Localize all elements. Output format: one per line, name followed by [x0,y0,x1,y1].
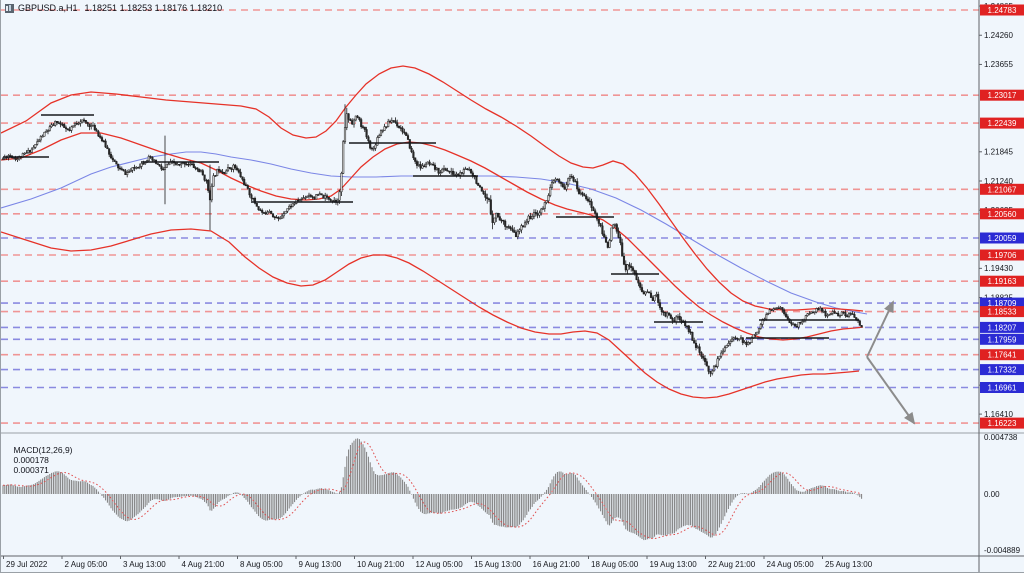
price-box-1.23017 [980,89,1024,101]
price-box-label: 1.18709 [988,299,1017,308]
time-tick-label: 9 Aug 13:00 [299,560,342,569]
macd-histogram [2,438,863,541]
price-box-label: 1.16961 [988,384,1017,393]
price-box-1.20059 [980,232,1024,244]
price-box-1.17959 [980,333,1024,345]
price-box-1.18207 [980,321,1024,333]
price-box-1.22439 [980,117,1024,129]
time-tick-label: 15 Aug 13:00 [474,560,522,569]
price-box-1.18533 [980,306,1024,318]
price-box-label: 1.21067 [988,185,1017,194]
candles-layer [1,104,863,377]
price-box-label: 1.17332 [988,366,1017,375]
time-tick-label: 24 Aug 05:00 [767,560,815,569]
time-tick-label: 10 Aug 21:00 [357,560,405,569]
price-box-1.21067 [980,183,1024,195]
projection-arrow-up[interactable] [866,300,894,358]
price-box-label: 1.19163 [988,277,1017,286]
price-box-label: 1.24783 [988,6,1017,15]
price-tick-label: 1.19430 [984,264,1013,273]
price-box-1.18709 [980,297,1024,309]
price-box-1.24783 [980,4,1024,16]
price-tick-label: 1.24260 [984,31,1013,40]
symbol-timeframe-label: GBPUSD.a,H1 [18,3,78,13]
price-box-1.19163 [980,275,1024,287]
time-tick-label: 18 Aug 05:00 [591,560,639,569]
macd-main-value: 0.000178 [13,455,49,465]
price-level-boxes: 1.24783 1.23017 1.22439 1.21067 1.20560 1.200… [980,4,1024,429]
price-box-1.16223 [980,417,1024,429]
macd-axis-label: 0.004738 [984,433,1018,442]
price-box-label: 1.16223 [988,419,1017,428]
price-box-label: 1.23017 [988,91,1017,100]
time-tick-label: 3 Aug 13:00 [123,560,166,569]
macd-axis-label: -0.004889 [984,546,1021,555]
time-tick-label: 25 Aug 13:00 [825,560,873,569]
price-box-label: 1.20560 [988,210,1017,219]
price-box-1.20560 [980,208,1024,220]
chart-title: GBPUSD.a,H1 1.18251 1.18253 1.18176 1.18… [5,3,222,13]
time-tick-label: 29 Jul 2022 [6,560,48,569]
time-tick-label: 22 Aug 21:00 [708,560,756,569]
bollinger-upper-line [1,65,864,312]
time-tick-label: 2 Aug 05:00 [65,560,108,569]
price-tick-label: 1.21240 [984,177,1013,186]
price-tick-label: 1.21845 [984,148,1013,157]
macd-signal-value: 0.000371 [13,465,49,475]
macd-indicator-label: MACD(12,26,9) 0.000178 0.000371 [4,435,73,485]
time-tick-label: 8 Aug 05:00 [240,560,283,569]
price-tick-label: 1.23655 [984,60,1013,69]
time-tick-label: 16 Aug 21:00 [533,560,581,569]
time-tick-label: 12 Aug 05:00 [416,560,464,569]
time-tick-label: 19 Aug 13:00 [650,560,698,569]
price-box-label: 1.17959 [988,335,1017,344]
price-tick-label: 1.16410 [984,410,1013,419]
price-level-lines [1,9,979,424]
indicator-overlays [1,65,868,399]
macd-axis[interactable]: 0.004738 0.00 -0.004889 [984,433,1021,555]
price-box-label: 1.18533 [988,308,1017,317]
macd-pane [2,438,863,541]
time-tick-label: 4 Aug 21:00 [182,560,225,569]
bollinger-lower-line [1,228,860,399]
swing-segment-lines [3,114,859,339]
bollinger-middle-line [1,132,864,341]
price-box-label: 1.19706 [988,251,1017,260]
slow-ma-line [1,151,868,315]
projection-arrows [866,300,916,425]
price-box-label: 1.20059 [988,234,1017,243]
price-box-1.16961 [980,382,1024,393]
projection-arrow-down[interactable] [866,356,916,425]
macd-name: MACD(12,26,9) [13,445,73,455]
ohlc-values-label: 1.18251 1.18253 1.18176 1.18210 [84,3,223,13]
price-box-label: 1.17641 [988,351,1017,360]
price-box-label: 1.22439 [988,119,1017,128]
chart-icon [5,3,14,13]
price-box-1.19706 [980,249,1024,261]
price-box-1.17332 [980,364,1024,376]
price-box-label: 1.18207 [988,323,1017,332]
macd-axis-label: 0.00 [984,490,1000,499]
price-box-1.17641 [980,349,1024,361]
time-axis[interactable]: 29 Jul 2022 2 Aug 05:00 3 Aug 13:00 4 Aug 2… [3,556,873,569]
